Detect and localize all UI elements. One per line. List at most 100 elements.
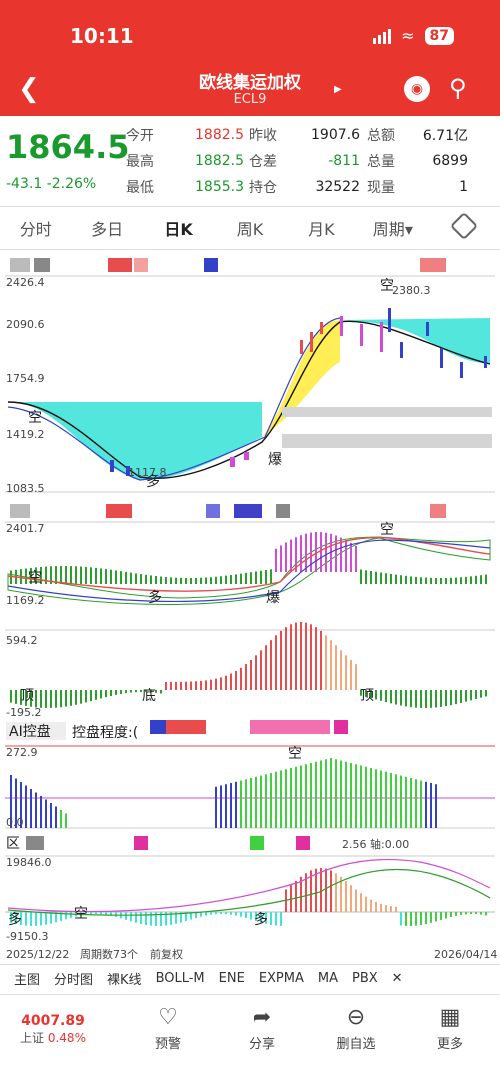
signal-short-label: 空 — [380, 278, 394, 294]
top-strip — [10, 258, 446, 272]
sub4-bar — [355, 889, 357, 912]
quote-label: 最高 — [126, 154, 154, 170]
alert-label: 预警 — [154, 1037, 181, 1052]
indicator-ene[interactable]: ENE — [218, 971, 245, 986]
sub1-bar — [415, 576, 417, 584]
index-value: 4007.89 — [21, 1013, 85, 1029]
sub3-bar — [295, 766, 297, 828]
sub4-bar — [340, 876, 342, 912]
sub4-bar — [90, 912, 92, 915]
sub4-bar — [470, 912, 472, 915]
tab-multiday[interactable]: 多日 — [91, 220, 124, 239]
sub1-bar — [375, 571, 377, 584]
sub2-bar — [235, 670, 237, 690]
sub3-bar — [390, 773, 392, 828]
sub1-bar — [430, 577, 432, 584]
quote-value: 1882.5 — [195, 153, 244, 169]
sub2-bar — [450, 690, 452, 706]
sub-chart-2: 594.2 -195.2 顶 底 顶 — [5, 622, 495, 719]
quote-panel: 1864.5 -43.1 -2.26% 今开 1882.5 昨收 1907.6 总额 6.… — [0, 116, 500, 204]
sub3-bar — [50, 803, 52, 828]
sub2-bar — [475, 690, 477, 699]
tab-weekly-k[interactable]: 周K — [236, 220, 264, 239]
sub2-bar — [80, 690, 82, 704]
back-icon[interactable]: ❮ — [18, 74, 40, 104]
sub2-bar — [405, 690, 407, 707]
quote-value: 1 — [459, 179, 468, 195]
sub1-bar — [120, 571, 122, 584]
quote-label: 今开 — [126, 128, 154, 144]
indicator-ma[interactable]: MA — [317, 971, 338, 986]
tab-daily-k[interactable]: 日K — [164, 220, 193, 239]
sub4-axis-label: -9150.3 — [6, 930, 48, 943]
sub4-bar — [230, 912, 232, 915]
chart-canvas[interactable]: 2426.4 2090.6 1754.9 1419.2 1083.5 2380.… — [0, 252, 500, 962]
tab-monthly-k[interactable]: 月K — [308, 220, 335, 239]
share-button[interactable]: ➦ 分享 — [232, 1005, 292, 1052]
indicator-expma[interactable]: EXPMA — [258, 971, 304, 986]
sub2-bar — [265, 645, 267, 690]
sub2-bar — [50, 690, 52, 708]
sub1-bar — [390, 573, 392, 584]
sub3-bar — [305, 764, 307, 828]
quote-value: 6.71亿 — [422, 128, 468, 144]
sub1-bar — [475, 575, 477, 584]
sub1-bar — [305, 533, 307, 572]
sub1-bar — [75, 566, 77, 584]
indicator-main[interactable]: 主图 — [14, 973, 41, 988]
remove-favorite-button[interactable]: ⊖ 删自选 — [326, 1005, 386, 1052]
sub3-bar — [35, 792, 37, 828]
dropdown-arrow-icon[interactable]: ▶ — [334, 84, 342, 95]
sub2-bar — [430, 690, 432, 708]
index-widget[interactable]: 4007.89 上证 0.48% — [20, 1013, 86, 1046]
sub3-bar — [380, 770, 382, 828]
sub4-bar — [85, 912, 87, 915]
search-icon[interactable]: ⚲ — [449, 74, 467, 102]
indicator-bare-k[interactable]: 裸K线 — [107, 973, 142, 988]
sub3-bar — [370, 768, 372, 828]
close-icon[interactable]: ✕ — [391, 971, 403, 986]
sub1-bar — [275, 548, 277, 572]
sub4-bar — [65, 912, 67, 920]
sub2-bar — [110, 690, 112, 696]
sub4-head-label: 区 — [6, 836, 20, 852]
date-axis: 2025/12/22 周期数73个 前复权 2026/04/14 — [6, 947, 497, 961]
ai-control-label[interactable]: AI控盘 — [9, 723, 51, 740]
sub2-bar — [290, 624, 292, 690]
sub3-bar — [260, 775, 262, 828]
sub1-bar — [385, 573, 387, 584]
more-button[interactable]: ▦ 更多 — [420, 1005, 480, 1052]
sub1-bar — [55, 566, 57, 584]
sub1-bar — [145, 574, 147, 584]
sub2-bar — [185, 681, 187, 690]
quote-label: 昨收 — [249, 128, 277, 144]
sub2-bar — [285, 627, 287, 690]
alert-button[interactable]: ♡ 预警 — [138, 1005, 198, 1052]
sub1-bar — [135, 573, 137, 584]
quote-value: 32522 — [315, 179, 360, 195]
sub2-bar — [190, 681, 192, 690]
sub1-bar — [335, 535, 337, 572]
sub1-bar — [90, 567, 92, 584]
main-peak-label: 2380.3 — [392, 284, 431, 297]
sub2-bar — [295, 622, 297, 690]
sub4-bar — [185, 912, 187, 922]
indicator-pbx[interactable]: PBX — [352, 971, 378, 986]
kline-chart-area[interactable]: 2426.4 2090.6 1754.9 1419.2 1083.5 2380.… — [0, 252, 500, 962]
sub4-bar — [460, 912, 462, 915]
tab-intraday[interactable]: 分时 — [19, 220, 52, 239]
indicator-timechart[interactable]: 分时图 — [54, 973, 94, 988]
indicator-boll[interactable]: BOLL-M — [155, 971, 205, 986]
sub2-bar — [440, 690, 442, 707]
settings-button[interactable] — [429, 211, 500, 241]
sub2-bar — [135, 690, 137, 693]
alert-icon[interactable]: ◉ — [404, 76, 430, 102]
sub3-bar — [345, 761, 347, 828]
tab-period[interactable]: 周期▾ — [372, 220, 413, 239]
sub2-bar — [315, 627, 317, 690]
index-label: 上证 — [20, 1031, 45, 1045]
sub1-bar — [140, 574, 142, 584]
quote-value: 6899 — [432, 153, 468, 169]
quote-row: 最高 1882.5 仓差 -811 总量 6899 — [126, 148, 496, 174]
sub4-bar — [375, 901, 377, 912]
